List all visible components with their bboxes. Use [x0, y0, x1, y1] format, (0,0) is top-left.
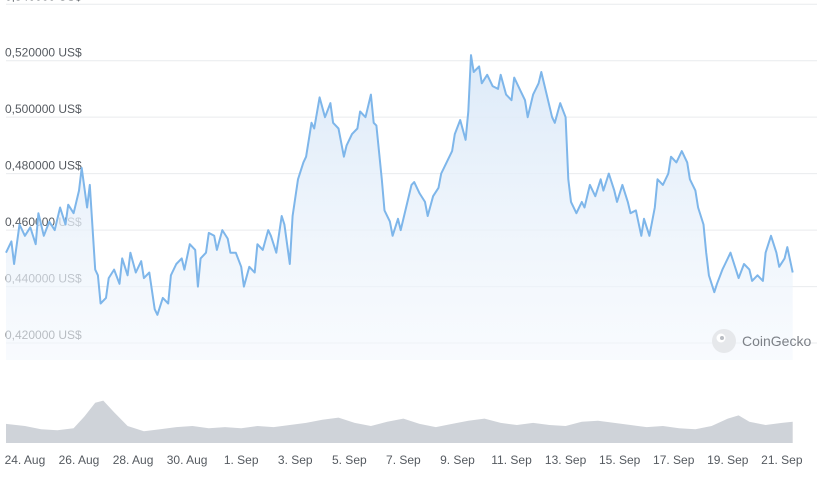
coingecko-logo-pupil-icon: [720, 336, 724, 340]
watermark-text: CoinGecko: [742, 333, 811, 349]
x-tick-label: 3. Sep: [278, 453, 313, 467]
volume-series-area: [6, 400, 793, 443]
x-tick-label: 24. Aug: [5, 453, 46, 467]
price-series-line: [5, 54, 794, 316]
x-tick-label: 15. Sep: [599, 453, 641, 467]
y-tick-label: 0,520000 US$: [5, 46, 82, 60]
y-tick-label: 0,540000 US$: [5, 0, 82, 3]
x-tick-label: 13. Sep: [545, 453, 587, 467]
x-tick-label: 30. Aug: [167, 453, 208, 467]
x-tick-label: 7. Sep: [386, 453, 421, 467]
x-axis-ticks: 24. Aug 26. Aug 28. Aug 30. Aug 1. Sep 3. Sep…: [5, 453, 803, 467]
y-tick-label: 0,500000 US$: [5, 102, 82, 116]
x-tick-label: 11. Sep: [491, 453, 532, 467]
x-tick-label: 9. Sep: [440, 453, 475, 467]
x-tick-label: 21. Sep: [761, 453, 803, 467]
x-tick-label: 1. Sep: [224, 453, 259, 467]
x-tick-label: 5. Sep: [332, 453, 367, 467]
coingecko-watermark: CoinGecko: [712, 329, 811, 353]
x-tick-label: 28. Aug: [113, 453, 154, 467]
price-area-fill: [6, 55, 793, 360]
x-tick-label: 19. Sep: [707, 453, 749, 467]
y-tick-label: 0,480000 US$: [5, 159, 82, 173]
x-tick-label: 17. Sep: [653, 453, 695, 467]
x-tick-label: 26. Aug: [59, 453, 100, 467]
